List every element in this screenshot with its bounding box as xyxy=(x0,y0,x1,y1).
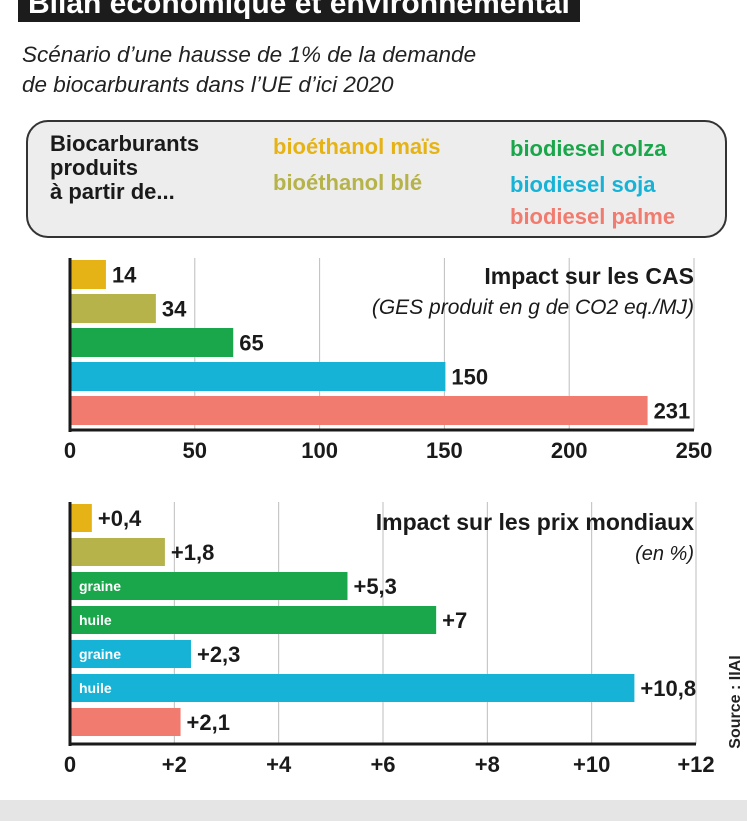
bar-inner-label: huile xyxy=(79,612,112,628)
chart-title: Impact sur les CAS xyxy=(484,263,694,289)
bar-7 xyxy=(71,708,181,736)
tick-label: +10 xyxy=(573,752,610,777)
bar-3 xyxy=(71,572,348,600)
tick-label: 150 xyxy=(426,438,463,463)
cas-impact-chart: Impact sur les CAS (GES produit en g de C… xyxy=(64,258,713,463)
tick-label: +2 xyxy=(162,752,187,777)
legend-box: Biocarburants produits à partir de... bi… xyxy=(26,120,727,238)
bar-2 xyxy=(71,294,156,323)
legend-lead-line-2: produits xyxy=(50,155,138,180)
legend-item-biodiesel-palme: biodiesel palme xyxy=(510,204,676,229)
value-label: +10,8 xyxy=(640,676,696,701)
legend-item-biodiesel-soja: biodiesel soja xyxy=(510,172,656,197)
value-label: +7 xyxy=(442,608,467,633)
chart-title: Impact sur les prix mondiaux xyxy=(376,509,694,535)
value-label: 34 xyxy=(162,297,187,322)
source-text: Source : IIAI xyxy=(727,655,744,749)
bar-inner-label: graine xyxy=(79,646,121,662)
subtitle-line-2: de biocarburants dans l’UE d’ici 2020 xyxy=(22,72,394,97)
value-label: +2,1 xyxy=(187,710,230,735)
value-label: 150 xyxy=(451,365,488,390)
legend-item-biodiesel-colza: biodiesel colza xyxy=(510,136,667,161)
tick-label: +12 xyxy=(677,752,714,777)
bar-4 xyxy=(71,362,446,391)
chart-subtitle: (GES produit en g de CO2 eq./MJ) xyxy=(372,296,694,319)
value-label: +0,4 xyxy=(98,506,142,531)
page-title: Bilan économique et environnemental xyxy=(18,0,580,22)
bar-6 xyxy=(71,674,635,702)
price-impact-chart: Impact sur les prix mondiaux (en %) +0,4 +1… xyxy=(64,502,715,777)
tick-label: 0 xyxy=(64,438,76,463)
bar-5 xyxy=(71,396,648,425)
bottom-strip xyxy=(0,800,747,821)
legend-item-bioethanol-mais: bioéthanol maïs xyxy=(273,134,441,159)
bar-3 xyxy=(71,328,234,357)
bar-2 xyxy=(71,538,165,566)
bar-1 xyxy=(71,504,92,532)
bar-inner-label: graine xyxy=(79,578,121,594)
tick-label: +4 xyxy=(266,752,292,777)
tick-label: +6 xyxy=(370,752,395,777)
tick-label: 50 xyxy=(183,438,207,463)
tick-label: +8 xyxy=(475,752,500,777)
bar-1 xyxy=(71,260,106,289)
legend-lead-line-1: Biocarburants xyxy=(50,131,200,156)
value-label: 231 xyxy=(654,399,691,424)
bar-4 xyxy=(71,606,437,634)
tick-label: 200 xyxy=(551,438,588,463)
bar-inner-label: huile xyxy=(79,680,112,696)
source-note: Source : IIAI xyxy=(726,608,746,798)
tick-label: 0 xyxy=(64,752,76,777)
legend-item-bioethanol-ble: bioéthanol blé xyxy=(273,170,423,195)
value-label: +5,3 xyxy=(353,574,396,599)
legend-lead: Biocarburants produits à partir de... xyxy=(50,132,250,204)
chart-subtitle: (en %) xyxy=(635,543,694,565)
chart-subtitle: Scénario d’une hausse de 1% de la demand… xyxy=(22,40,476,100)
value-label: +1,8 xyxy=(171,540,214,565)
subtitle-line-1: Scénario d’une hausse de 1% de la demand… xyxy=(22,42,477,67)
value-label: 14 xyxy=(112,263,137,288)
tick-label: 100 xyxy=(301,438,338,463)
value-label: +2,3 xyxy=(197,642,240,667)
value-label: 65 xyxy=(239,331,263,356)
bar-5 xyxy=(71,640,191,668)
legend-lead-line-3: à partir de... xyxy=(50,179,175,204)
tick-label: 250 xyxy=(676,438,713,463)
